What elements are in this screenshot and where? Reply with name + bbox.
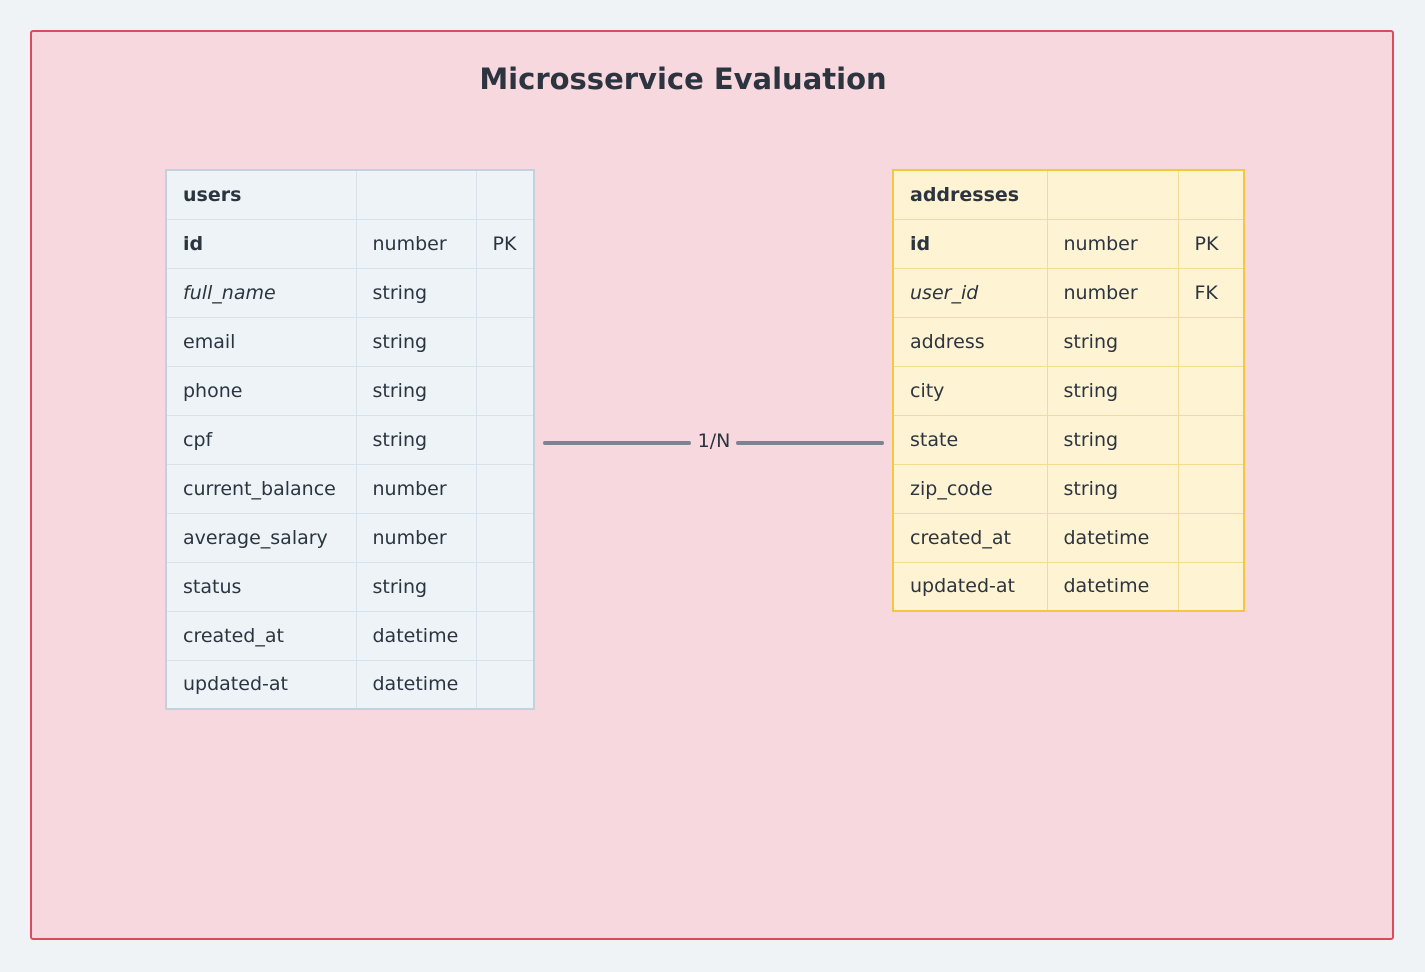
diagram-title: Microsservice Evaluation <box>479 62 887 96</box>
field-type: datetime <box>355 610 477 661</box>
field-name: cpf <box>165 414 357 465</box>
field-key <box>1177 316 1245 367</box>
table-row: updated-at datetime <box>892 561 1245 612</box>
table-row: status string <box>165 561 535 612</box>
field-name: email <box>165 316 357 367</box>
table-header-row: addresses <box>892 169 1245 220</box>
field-type: string <box>1046 365 1179 416</box>
table-row: id number PK <box>892 218 1245 269</box>
field-name: created_at <box>892 512 1048 563</box>
field-name: updated-at <box>892 561 1048 612</box>
field-key <box>1177 365 1245 416</box>
field-key <box>475 659 535 710</box>
field-name: current_balance <box>165 463 357 514</box>
table-row: created_at datetime <box>165 610 535 661</box>
field-type: string <box>1046 463 1179 514</box>
users-table[interactable]: users id number PK full_name string emai… <box>165 169 535 710</box>
empty-cell <box>355 169 477 220</box>
field-key <box>1177 561 1245 612</box>
field-key <box>475 561 535 612</box>
table-row: average_salary number <box>165 512 535 563</box>
empty-cell <box>1177 169 1245 220</box>
table-row: cpf string <box>165 414 535 465</box>
addresses-table[interactable]: addresses id number PK user_id number FK… <box>892 169 1245 612</box>
field-name: address <box>892 316 1048 367</box>
field-key: PK <box>1177 218 1245 269</box>
relationship-label: 1/N <box>697 430 731 452</box>
field-key <box>1177 463 1245 514</box>
field-key <box>475 365 535 416</box>
field-key: PK <box>475 218 535 269</box>
field-type: datetime <box>1046 512 1179 563</box>
table-row: state string <box>892 414 1245 465</box>
field-type: number <box>355 512 477 563</box>
field-type: datetime <box>1046 561 1179 612</box>
field-key <box>1177 414 1245 465</box>
table-row: current_balance number <box>165 463 535 514</box>
field-name: phone <box>165 365 357 416</box>
table-row: phone string <box>165 365 535 416</box>
table-name: users <box>165 169 357 220</box>
table-header-row: users <box>165 169 535 220</box>
field-name: city <box>892 365 1048 416</box>
field-name: full_name <box>165 267 357 318</box>
field-key <box>475 267 535 318</box>
table-row: city string <box>892 365 1245 416</box>
field-type: number <box>1046 218 1179 269</box>
field-type: string <box>355 561 477 612</box>
field-type: datetime <box>355 659 477 710</box>
field-type: number <box>355 218 477 269</box>
field-type: string <box>355 267 477 318</box>
table-row: updated-at datetime <box>165 659 535 710</box>
field-type: number <box>1046 267 1179 318</box>
table-row: email string <box>165 316 535 367</box>
table-row: created_at datetime <box>892 512 1245 563</box>
field-name: average_salary <box>165 512 357 563</box>
relationship-line-right[interactable] <box>736 441 884 445</box>
field-type: string <box>355 414 477 465</box>
field-name: created_at <box>165 610 357 661</box>
field-type: string <box>355 365 477 416</box>
table-row: full_name string <box>165 267 535 318</box>
relationship-line-left[interactable] <box>543 441 691 445</box>
field-type: string <box>1046 316 1179 367</box>
field-name: updated-at <box>165 659 357 710</box>
field-type: number <box>355 463 477 514</box>
field-key <box>475 414 535 465</box>
field-key: FK <box>1177 267 1245 318</box>
table-name: addresses <box>892 169 1048 220</box>
empty-cell <box>475 169 535 220</box>
field-key <box>475 512 535 563</box>
table-row: id number PK <box>165 218 535 269</box>
table-row: address string <box>892 316 1245 367</box>
field-key <box>1177 512 1245 563</box>
field-key <box>475 316 535 367</box>
field-name: id <box>165 218 357 269</box>
field-name: id <box>892 218 1048 269</box>
field-type: string <box>355 316 477 367</box>
table-row: zip_code string <box>892 463 1245 514</box>
field-name: state <box>892 414 1048 465</box>
field-key <box>475 610 535 661</box>
table-row: user_id number FK <box>892 267 1245 318</box>
field-type: string <box>1046 414 1179 465</box>
field-key <box>475 463 535 514</box>
field-name: user_id <box>892 267 1048 318</box>
field-name: zip_code <box>892 463 1048 514</box>
field-name: status <box>165 561 357 612</box>
empty-cell <box>1046 169 1179 220</box>
